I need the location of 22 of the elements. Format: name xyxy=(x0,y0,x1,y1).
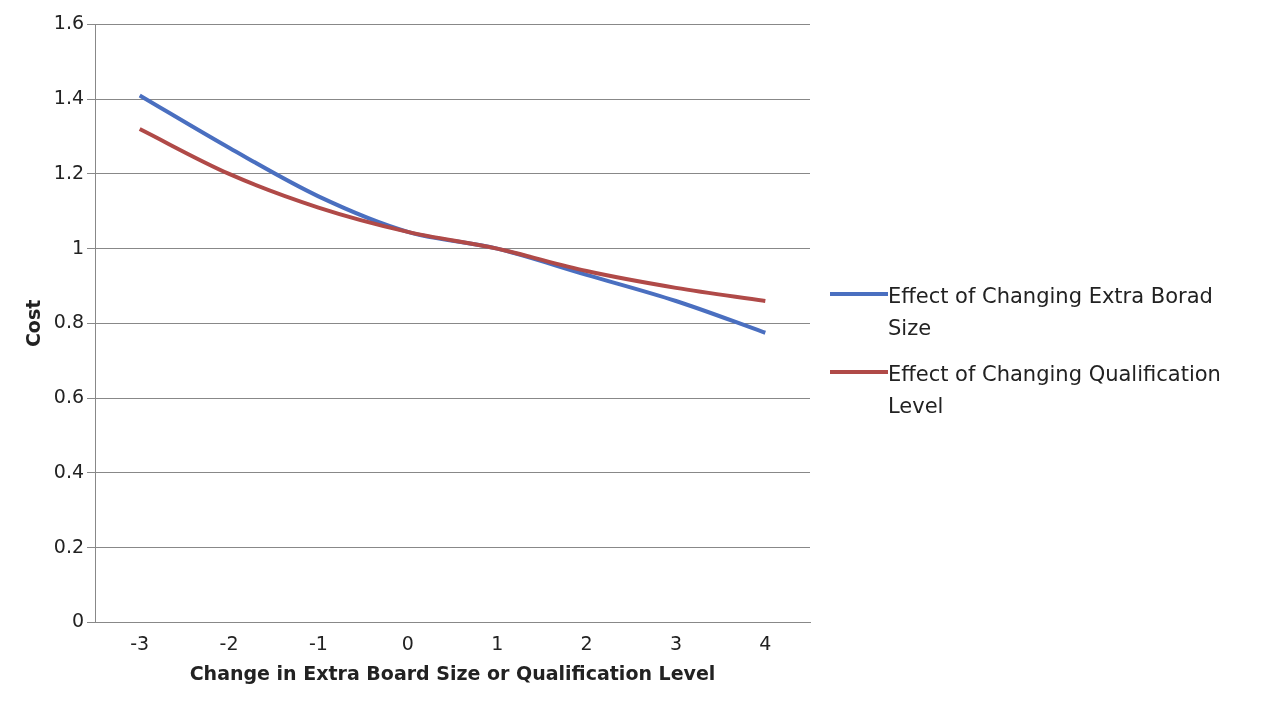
y-tick-label: 0.4 xyxy=(53,459,85,482)
x-tick-label: 2 xyxy=(580,631,593,654)
y-tick-label: 0.2 xyxy=(53,534,85,557)
x-tick-label: 1 xyxy=(491,631,504,654)
y-tick-label: 0.6 xyxy=(53,385,85,408)
y-tick-label: 1.4 xyxy=(53,86,85,109)
x-tick-label: -3 xyxy=(130,631,150,654)
x-tick-label: 4 xyxy=(759,631,772,654)
y-tick-label: 1 xyxy=(71,235,85,258)
y-tick-label: 1.2 xyxy=(53,160,85,183)
y-axis-title: Cost xyxy=(22,299,45,348)
legend-label: Effect of Changing Qualification Level xyxy=(888,361,1222,420)
x-tick-label: -2 xyxy=(219,631,239,654)
y-tick-label: 0 xyxy=(71,609,85,632)
y-tick-label: 1.6 xyxy=(53,11,85,34)
legend-label: Effect of Changing Extra Borad Size xyxy=(888,283,1214,342)
x-tick-label: 3 xyxy=(669,631,682,654)
x-axis-title: Change in Extra Board Size or Qualification Level xyxy=(189,661,716,684)
y-tick-label: 0.8 xyxy=(53,310,85,333)
x-tick-label: -1 xyxy=(308,631,328,654)
line-series xyxy=(137,127,768,303)
x-tick-label: 0 xyxy=(401,631,414,654)
